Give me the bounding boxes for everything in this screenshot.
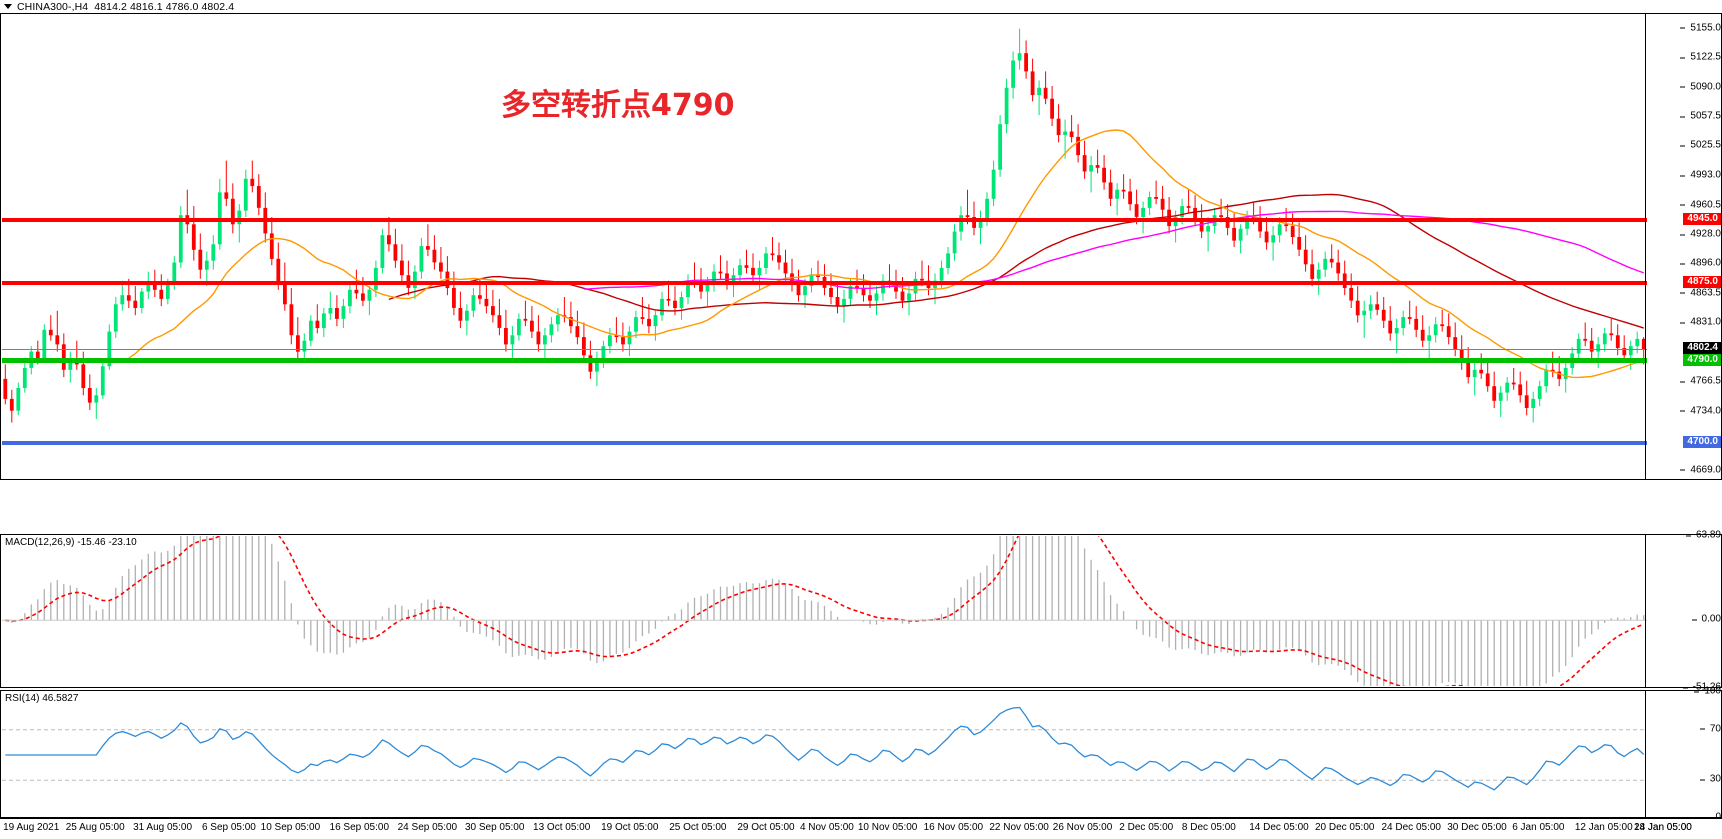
time-tick-label: 18 Jan 05:00 bbox=[1634, 822, 1692, 833]
rsi-plot-area bbox=[2, 692, 1647, 816]
ma-line bbox=[128, 129, 1644, 379]
time-tick-label: 22 Nov 05:00 bbox=[989, 822, 1049, 833]
price-tick: 4993.0 bbox=[1680, 170, 1721, 181]
price-tick: 5155.0 bbox=[1680, 22, 1721, 33]
time-tick-label: 30 Sep 05:00 bbox=[464, 822, 525, 833]
macd-axis-divider bbox=[1645, 535, 1646, 687]
macd-tick: 0.00 bbox=[1691, 614, 1721, 625]
price-tick: 4960.5 bbox=[1680, 199, 1721, 210]
price-pane[interactable]: 多空转折点4790 5155.0 5122.5 5090.0 5057.5 5025.5… bbox=[0, 14, 1722, 480]
chart-titlebar: CHINA300-,H4 4814.2 4816.1 4786.0 4802.4 bbox=[0, 0, 1722, 14]
rsi-axis-divider bbox=[1645, 691, 1646, 817]
price-tick: 4669.0 bbox=[1680, 464, 1721, 475]
rsi-tick: 100 bbox=[1694, 686, 1721, 697]
time-axis[interactable]: 19 Aug 2021 25 Aug 05:00 31 Aug 05:00 6 Sep… bbox=[0, 818, 1722, 839]
price-tick: 4831.0 bbox=[1680, 317, 1721, 328]
rsi-line bbox=[5, 706, 1645, 791]
floor-4700-line[interactable] bbox=[2, 440, 1647, 445]
price-tick: 4734.0 bbox=[1680, 405, 1721, 416]
rsi-tick: 30 bbox=[1699, 774, 1721, 785]
time-tick-label: 6 Jan 05:00 bbox=[1512, 822, 1565, 833]
time-tick-label: 29 Oct 05:00 bbox=[737, 822, 795, 833]
resistance-4875-line[interactable] bbox=[2, 281, 1647, 286]
time-tick-label: 10 Nov 05:00 bbox=[857, 822, 918, 833]
price-tick: 4896.0 bbox=[1680, 258, 1721, 269]
time-tick-label: 25 Oct 05:00 bbox=[669, 822, 727, 833]
symbol-ohlc-label: CHINA300-,H4 4814.2 4816.1 4786.0 4802.4 bbox=[17, 0, 235, 13]
rsi-tick: 0 bbox=[1705, 812, 1721, 823]
rsi-label: RSI(14) 46.5827 bbox=[5, 693, 79, 704]
time-tick-label: 19 Aug 2021 bbox=[3, 822, 60, 833]
price-tag-4790.0[interactable]: 4790.0 bbox=[1683, 353, 1721, 366]
price-tick: 5122.5 bbox=[1680, 52, 1721, 63]
price-tick: 5090.0 bbox=[1680, 81, 1721, 92]
time-tick-label: 16 Sep 05:00 bbox=[329, 822, 390, 833]
time-tick-label: 16 Nov 05:00 bbox=[923, 822, 984, 833]
triangle-down-icon[interactable] bbox=[4, 4, 12, 9]
time-tick-label: 6 Sep 05:00 bbox=[201, 822, 256, 833]
macd-tick: -51.26 bbox=[1682, 682, 1721, 693]
time-tick-label: 19 Oct 05:00 bbox=[601, 822, 659, 833]
price-tick: 5057.5 bbox=[1680, 111, 1721, 122]
macd-tick: 63.89 bbox=[1685, 530, 1721, 541]
time-tick-label: 31 Aug 05:00 bbox=[133, 822, 193, 833]
price-axis-divider bbox=[1645, 14, 1646, 479]
price-tick: 4863.5 bbox=[1680, 287, 1721, 298]
price-tag-4945.0[interactable]: 4945.0 bbox=[1683, 212, 1721, 225]
price-tag-4700.0[interactable]: 4700.0 bbox=[1683, 435, 1721, 448]
macd-label: MACD(12,26,9) -15.46 -23.10 bbox=[5, 537, 137, 548]
rsi-series bbox=[2, 706, 1647, 791]
rsi-pane[interactable]: RSI(14) 46.5827 100 70 30 0 bbox=[0, 686, 1722, 823]
time-tick-label: 25 Aug 05:00 bbox=[65, 822, 125, 833]
resistance-4945-line[interactable] bbox=[2, 217, 1647, 222]
ma-line bbox=[583, 210, 1644, 290]
time-tick-label: 13 Oct 05:00 bbox=[533, 822, 591, 833]
current-price-4802-line[interactable] bbox=[2, 348, 1647, 350]
time-tick-label: 14 Dec 05:00 bbox=[1249, 822, 1309, 833]
macd-scale: 63.89 0.00 -51.26 bbox=[1646, 530, 1721, 693]
ma-line bbox=[388, 193, 1644, 329]
chart-annotation-text: 多空转折点4790 bbox=[501, 88, 735, 123]
price-plot-area[interactable] bbox=[2, 15, 1647, 478]
time-tick-label: 26 Nov 05:00 bbox=[1052, 822, 1113, 833]
macd-plot-area bbox=[2, 536, 1647, 686]
time-tick-label: 24 Dec 05:00 bbox=[1381, 822, 1442, 833]
price-scale[interactable]: 5155.0 5122.5 5090.0 5057.5 5025.5 4993.0 4960… bbox=[1646, 14, 1721, 479]
rsi-scale: 100 70 30 0 bbox=[1646, 686, 1721, 823]
macd-series bbox=[2, 536, 1647, 686]
time-tick-label: 12 Jan 05:00 bbox=[1574, 822, 1633, 833]
time-tick-label: 24 Jan 05:00 bbox=[1634, 822, 1692, 833]
time-tick-label: 24 Sep 05:00 bbox=[397, 822, 458, 833]
time-tick-label: 8 Dec 05:00 bbox=[1181, 822, 1236, 833]
price-tick: 4928.0 bbox=[1680, 229, 1721, 240]
macd-pane[interactable]: MACD(12,26,9) -15.46 -23.10 63.89 0.00 -51… bbox=[0, 530, 1722, 693]
time-tick-label: 4 Nov 05:00 bbox=[799, 822, 854, 833]
time-tick-label: 20 Dec 05:00 bbox=[1314, 822, 1375, 833]
price-tag-4802.4[interactable]: 4802.4 bbox=[1683, 342, 1721, 355]
support-4790-line[interactable] bbox=[2, 358, 1647, 364]
price-tag-4875.0[interactable]: 4875.0 bbox=[1683, 276, 1721, 289]
time-tick-label: 2 Dec 05:00 bbox=[1119, 822, 1174, 833]
price-tick: 5025.5 bbox=[1680, 140, 1721, 151]
candlestick-series bbox=[3, 28, 1646, 423]
price-tick: 4766.5 bbox=[1680, 376, 1721, 387]
rsi-tick: 70 bbox=[1699, 723, 1721, 734]
time-tick-label: 30 Dec 05:00 bbox=[1447, 822, 1507, 833]
time-tick-label: 10 Sep 05:00 bbox=[260, 822, 321, 833]
macd-signal-line bbox=[5, 536, 1644, 686]
